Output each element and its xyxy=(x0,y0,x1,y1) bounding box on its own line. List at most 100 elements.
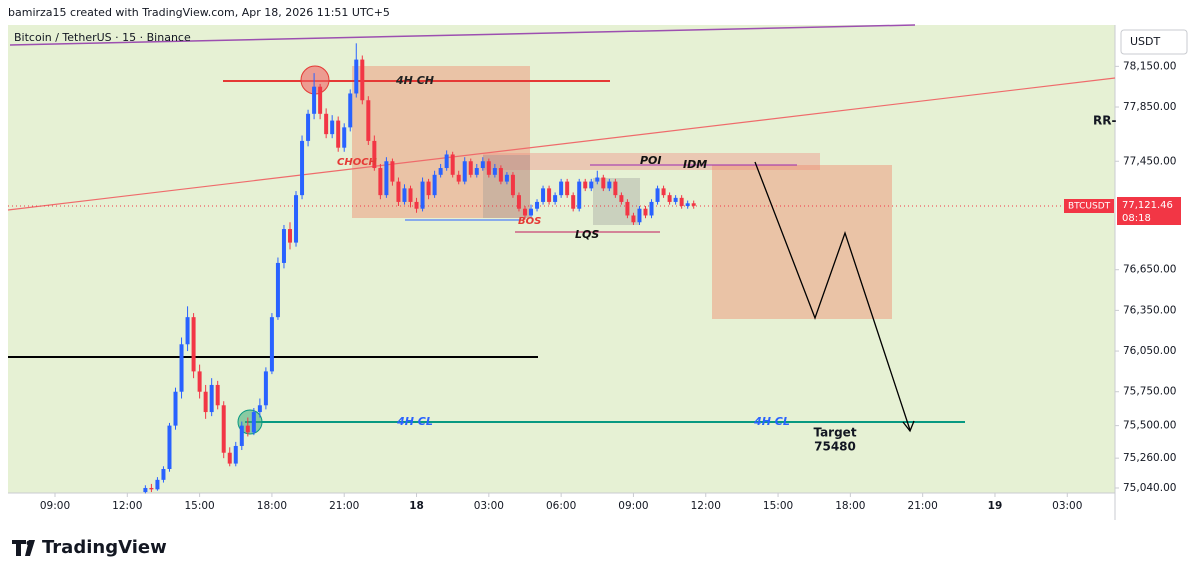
candle-body xyxy=(191,317,196,372)
target-value: 75480 xyxy=(814,440,856,454)
candle-body xyxy=(197,371,202,392)
candle-body xyxy=(396,181,401,202)
candle-body xyxy=(143,487,148,493)
candle-body xyxy=(571,195,576,209)
candle-body xyxy=(655,188,660,202)
candle-body xyxy=(631,215,636,223)
candle-body xyxy=(486,161,491,175)
symbol-title: Bitcoin / TetherUS · 15 · Binance xyxy=(14,31,191,44)
candle-body xyxy=(649,201,654,216)
x-tick-label: 21:00 xyxy=(329,500,359,512)
candle-body xyxy=(227,452,232,464)
candle-body xyxy=(577,181,582,209)
target-zone xyxy=(712,165,892,319)
arrow-head xyxy=(902,420,915,433)
candle-body xyxy=(601,177,606,189)
candle-body xyxy=(366,100,371,141)
annotation: LQS xyxy=(575,228,599,241)
brand-logo-dot xyxy=(26,540,32,546)
price-tag-text: 77,121.46 xyxy=(1122,200,1173,211)
candle-body xyxy=(275,262,280,318)
candle-body xyxy=(287,229,292,243)
candle-body xyxy=(155,479,160,490)
candle-body xyxy=(522,208,527,216)
candle-body xyxy=(613,181,618,196)
x-tick-label: 15:00 xyxy=(763,500,793,512)
candle-body xyxy=(414,201,419,209)
symbol-tag-text: BTCUSDT xyxy=(1068,202,1111,212)
candle-body xyxy=(306,113,311,141)
countdown: 08:18 xyxy=(1122,213,1151,224)
candle-body xyxy=(245,425,250,433)
candle-body xyxy=(269,317,274,372)
candle-body xyxy=(673,197,678,202)
y-tick-label: 76,350.00 xyxy=(1123,304,1176,316)
annotation: CHOCH xyxy=(337,157,378,168)
candle-body xyxy=(209,384,214,413)
candle-body xyxy=(149,487,154,490)
x-tick-label: 18:00 xyxy=(257,500,287,512)
candle-body xyxy=(336,120,341,148)
candle-body xyxy=(565,181,570,196)
x-tick-label: 19 xyxy=(988,500,1003,512)
poi-zone xyxy=(483,153,820,170)
candle-body xyxy=(384,161,389,196)
candle-body xyxy=(474,168,479,175)
candle-body xyxy=(342,127,347,148)
candle-body xyxy=(504,174,509,182)
candle-body xyxy=(583,181,588,189)
plot-area xyxy=(8,25,1115,493)
x-tick-label: 12:00 xyxy=(691,500,721,512)
symbol-tag xyxy=(1064,199,1114,213)
candle-body xyxy=(318,86,323,114)
candle-body xyxy=(589,181,594,189)
candle-body xyxy=(203,391,208,413)
header: bamirza15 created with TradingView.com, … xyxy=(8,6,390,19)
candle-body xyxy=(529,208,534,216)
x-tick-label: 03:00 xyxy=(474,500,504,512)
target-label: Target xyxy=(813,426,856,440)
candle-body xyxy=(390,161,395,182)
y-tick-label: 76,650.00 xyxy=(1123,264,1176,276)
candle-body xyxy=(480,161,485,169)
x-tick-label: 09:00 xyxy=(618,500,648,512)
candle-body xyxy=(408,188,413,202)
candle-body xyxy=(661,188,666,196)
x-tick-label: 18:00 xyxy=(835,500,865,512)
x-tick-label: 21:00 xyxy=(908,500,938,512)
cl-circle xyxy=(237,409,263,435)
price-tag xyxy=(1117,197,1181,225)
candles xyxy=(143,43,696,494)
candle-body xyxy=(559,181,564,196)
currency[interactable]: USDT xyxy=(1130,35,1161,48)
candle-body xyxy=(378,168,383,196)
candle-body xyxy=(233,445,238,464)
annotation: BOS xyxy=(518,216,541,227)
candle-body xyxy=(468,161,473,175)
rr-label: RR- xyxy=(1093,114,1116,128)
candle-body xyxy=(300,140,305,196)
candle-body xyxy=(595,177,600,182)
x-tick-label: 18 xyxy=(409,500,424,512)
candle-body xyxy=(553,195,558,202)
candle-body xyxy=(547,188,552,202)
candle-body xyxy=(420,181,425,209)
x-tick-label: 03:00 xyxy=(1052,500,1082,512)
y-tick-label: 76,050.00 xyxy=(1123,345,1176,357)
candle-body xyxy=(438,168,443,175)
candle-body xyxy=(535,201,540,209)
y-tick-label: 77,850.00 xyxy=(1123,101,1176,113)
candle-body xyxy=(691,203,696,206)
candle-body xyxy=(257,405,262,413)
y-tick-label: 75,500.00 xyxy=(1123,420,1176,432)
candle-body xyxy=(637,208,642,223)
candle-body xyxy=(607,181,612,189)
candle-body xyxy=(179,344,184,392)
currency-button[interactable] xyxy=(1120,29,1188,55)
projection-path xyxy=(754,161,911,431)
candle-body xyxy=(348,93,353,128)
trend-line xyxy=(9,24,916,46)
x-tick-label: 15:00 xyxy=(184,500,214,512)
